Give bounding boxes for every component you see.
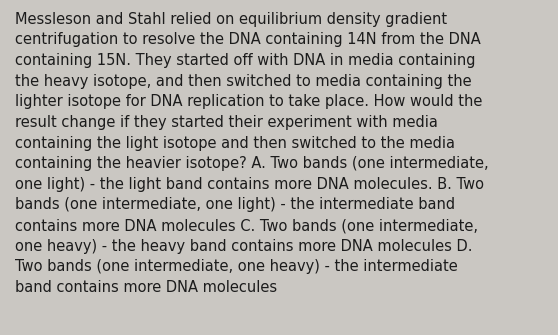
Text: Messleson and Stahl relied on equilibrium density gradient
centrifugation to res: Messleson and Stahl relied on equilibriu… bbox=[15, 12, 489, 295]
